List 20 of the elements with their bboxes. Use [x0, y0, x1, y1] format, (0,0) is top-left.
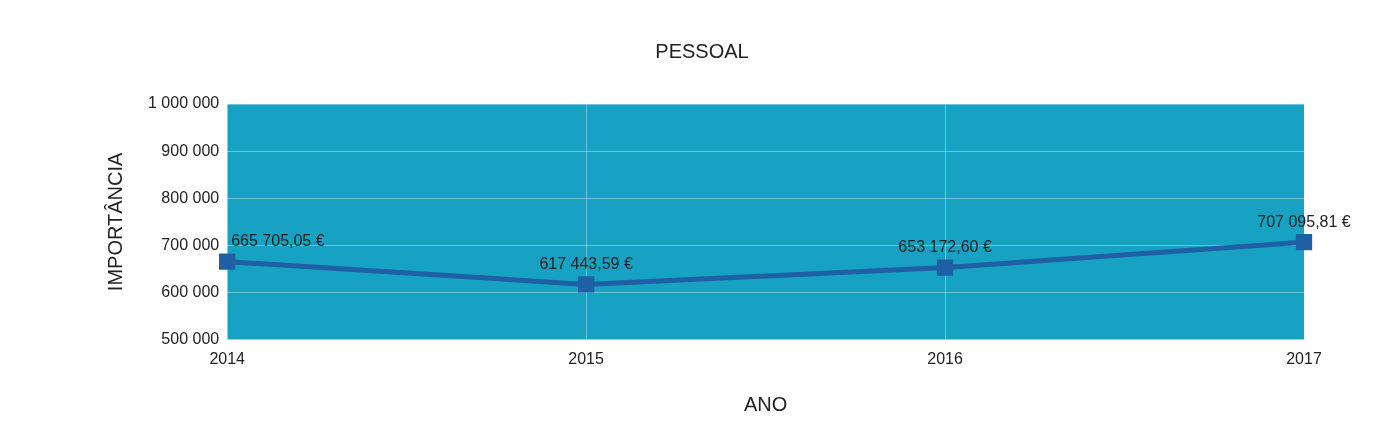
data-label: 665 705,05 €	[231, 232, 325, 250]
data-label: 653 172,60 €	[898, 237, 992, 255]
x-tick-label: 2017	[1286, 349, 1322, 367]
point	[577, 276, 595, 293]
x-tick-label: 2016	[927, 349, 963, 367]
y-tick-label: 700 000	[161, 235, 220, 253]
point	[936, 259, 954, 276]
chart-title: PESSOAL	[655, 39, 749, 62]
y-tick-label: 600 000	[161, 283, 220, 301]
y-tick-label: 1 000 000	[147, 94, 220, 112]
point	[1295, 233, 1313, 251]
point	[219, 253, 236, 270]
y-tick-label: 900 000	[161, 141, 220, 159]
y-tick-label: 800 000	[161, 188, 220, 206]
x-axis-title: ANO	[743, 392, 788, 415]
y-tick-label: 500 000	[161, 330, 220, 348]
data-label: 617 443,59 €	[539, 254, 633, 272]
x-tick-label: 2014	[209, 349, 246, 367]
x-tick-label: 2015	[568, 349, 605, 367]
y-axis-title: IMPORTÂNCIA	[103, 151, 126, 292]
